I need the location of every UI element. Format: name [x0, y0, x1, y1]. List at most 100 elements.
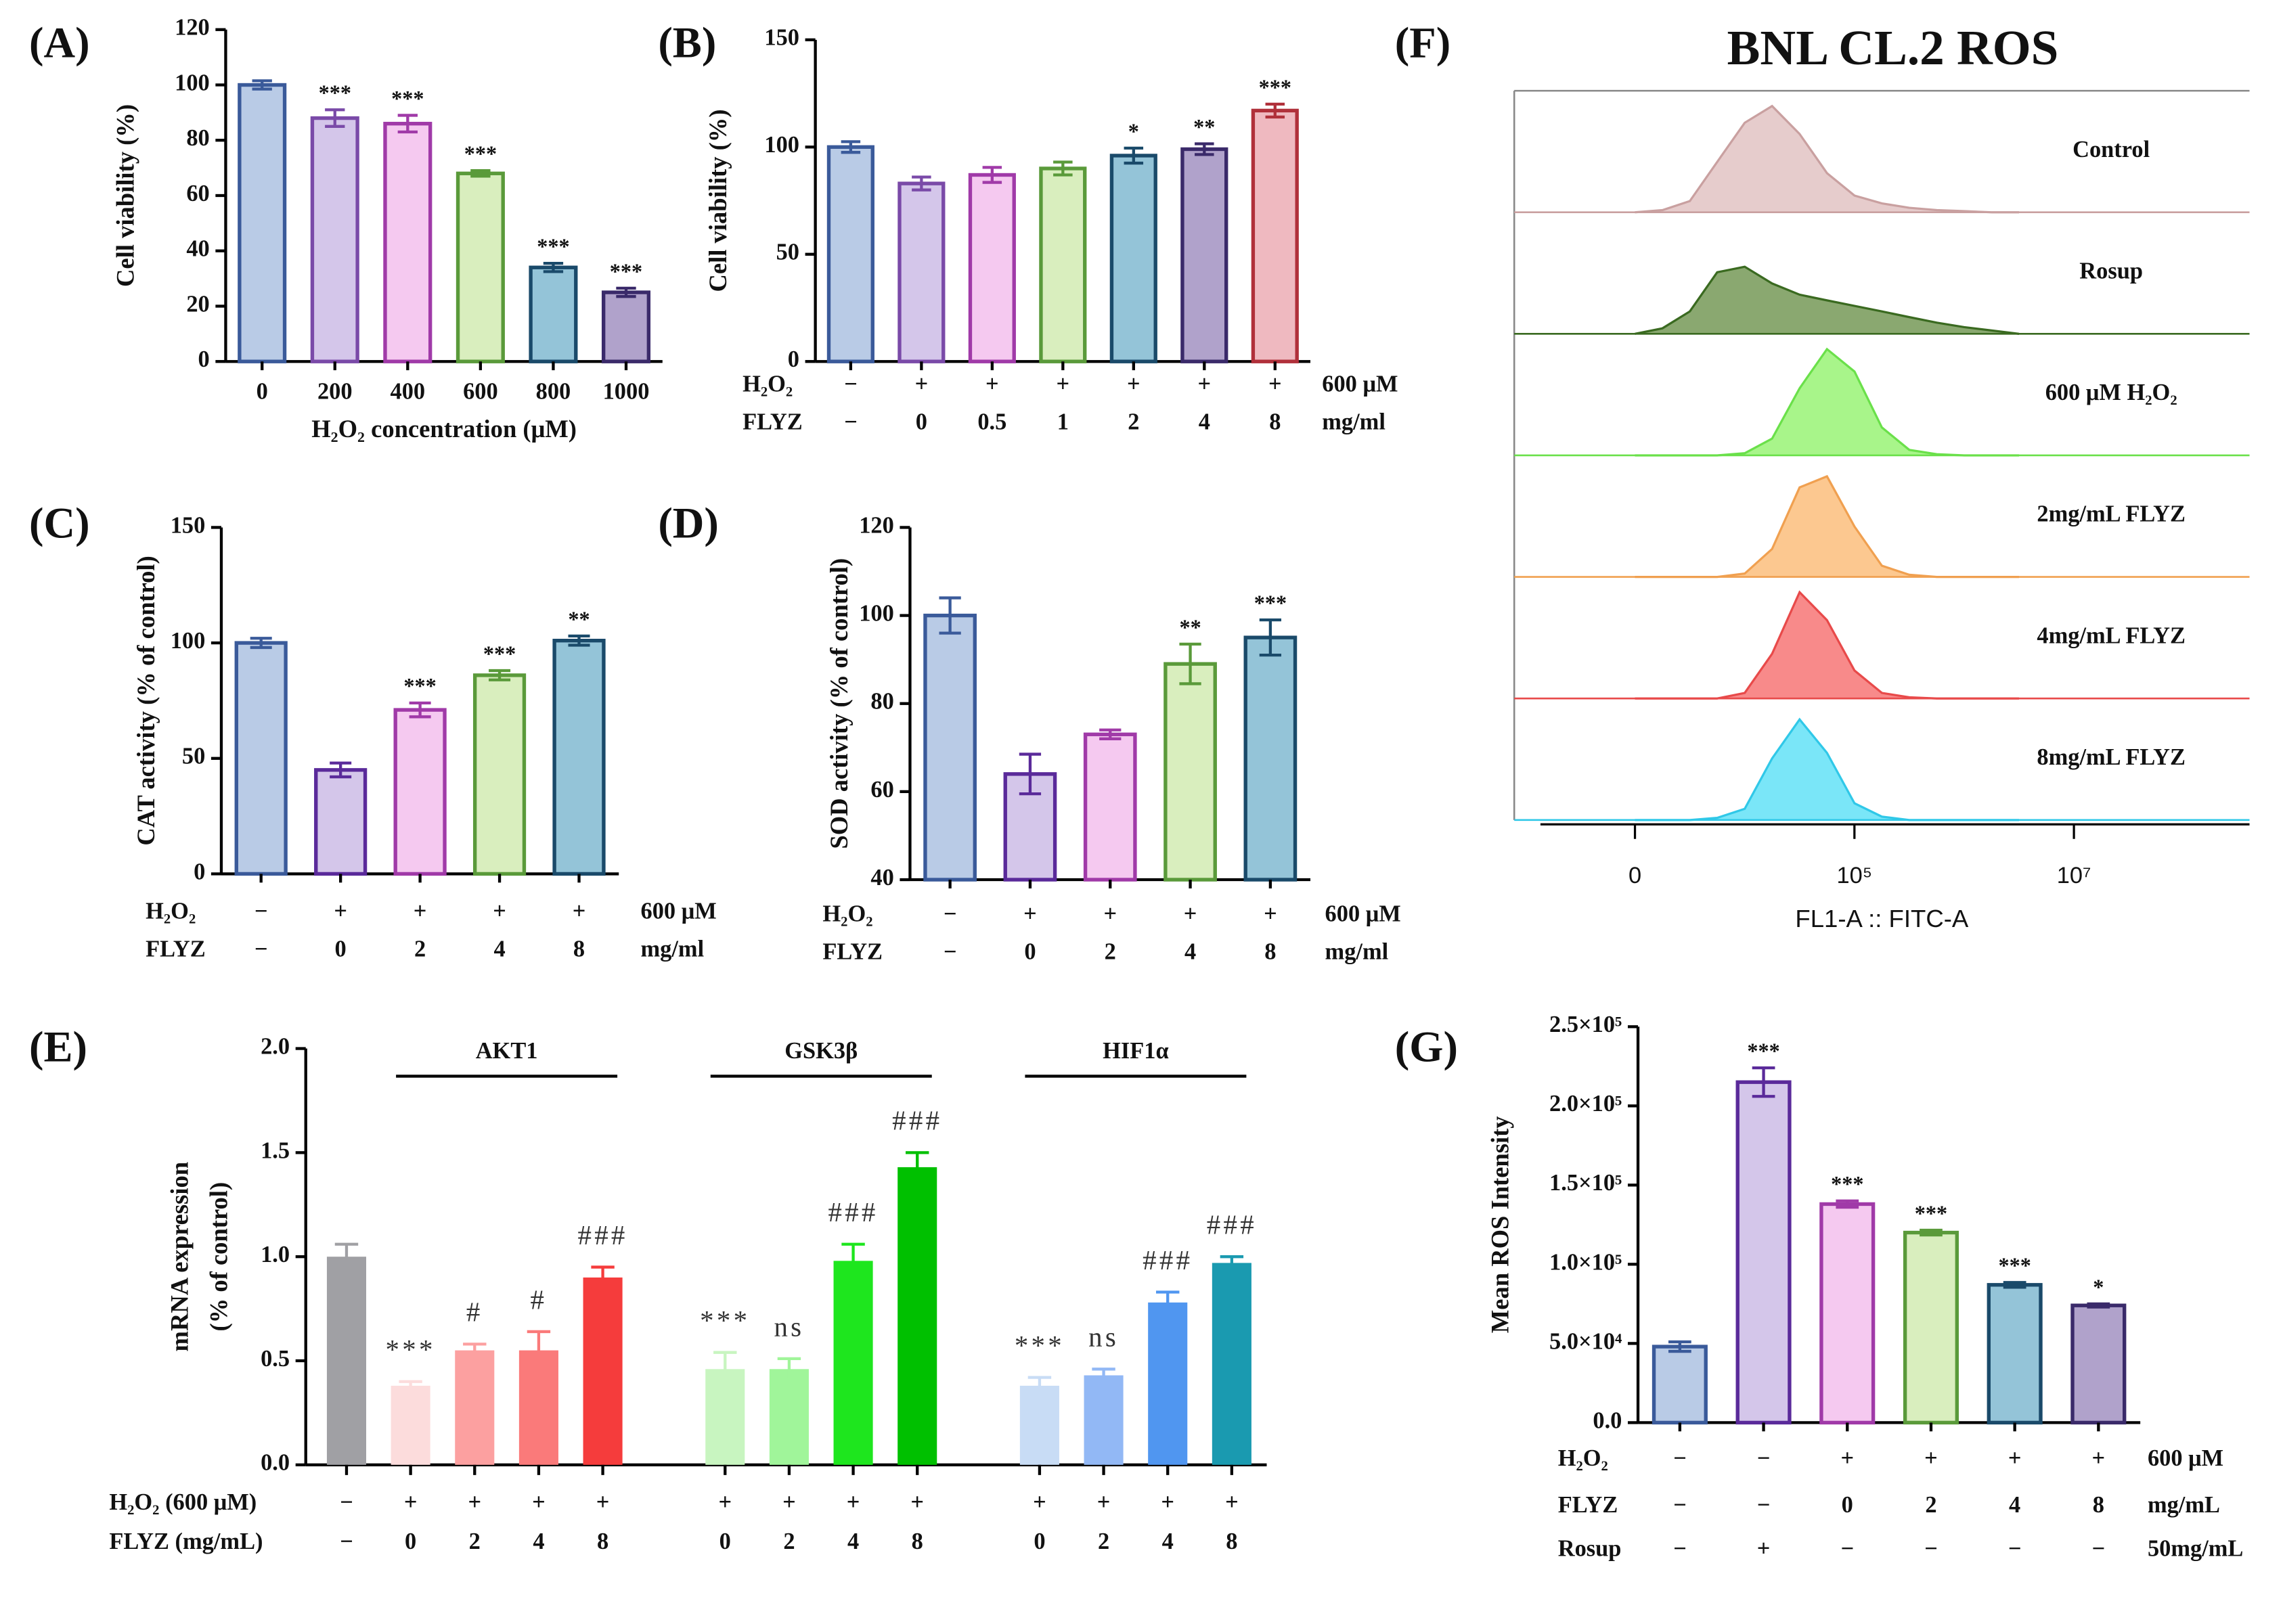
significance-label: *** — [537, 234, 569, 258]
error-bar — [1027, 1376, 1052, 1396]
condition-value: 0.5 — [977, 409, 1006, 435]
bar — [455, 1350, 495, 1465]
condition-value: − — [1757, 1445, 1771, 1471]
y-tick-label: 0 — [198, 346, 210, 372]
y-tick-label: 1.5 — [261, 1137, 290, 1163]
y-tick-label: 120 — [175, 15, 210, 41]
bar — [923, 613, 977, 882]
bar — [552, 639, 606, 876]
significance-label: ns — [774, 1311, 804, 1342]
y-axis-label: SOD activity (% of control) — [825, 558, 853, 849]
bar — [1109, 154, 1157, 363]
condition-unit: mg/ml — [1322, 409, 1386, 435]
bar — [601, 290, 651, 363]
error-bar — [527, 1330, 551, 1371]
condition-unit: mg/mL — [2148, 1492, 2220, 1518]
condition-value: + — [915, 371, 929, 397]
condition-label: FLYZ — [742, 409, 803, 435]
bar — [1212, 1263, 1251, 1465]
condition-value: − — [844, 371, 858, 397]
condition-value: + — [468, 1489, 481, 1515]
condition-unit: 600 μM — [1322, 371, 1398, 397]
ridge-line — [1635, 474, 2019, 579]
y-tick-label: 20 — [186, 291, 209, 317]
bar — [1163, 662, 1217, 882]
condition-value: + — [1264, 901, 1277, 927]
condition-value: − — [254, 898, 268, 924]
significance-label: *** — [1831, 1172, 1863, 1196]
condition-label: Rosup — [1558, 1536, 1622, 1562]
error-bar — [2087, 1302, 2110, 1309]
condition-value: + — [782, 1489, 796, 1515]
ridge-fill — [1635, 592, 2020, 699]
error-bar — [1099, 728, 1122, 740]
condition-value: + — [1198, 371, 1212, 397]
y-tick-label: 80 — [186, 125, 209, 151]
bar — [326, 1257, 367, 1465]
x-tick-label: 10⁷ — [2057, 863, 2091, 888]
error-bar — [1195, 142, 1214, 156]
condition-value: + — [596, 1489, 610, 1515]
condition-value: + — [1268, 371, 1282, 397]
error-bar — [1124, 146, 1144, 165]
condition-value: 8 — [1264, 939, 1276, 965]
bar — [583, 1277, 623, 1465]
condition-value: + — [532, 1489, 546, 1515]
bar — [310, 116, 359, 363]
error-bar — [1053, 160, 1073, 177]
error-bar — [463, 1343, 487, 1358]
error-bar — [1220, 1255, 1244, 1271]
ridge-fill — [1635, 267, 2020, 334]
condition-value: 2 — [1925, 1492, 1936, 1518]
significance-label: *** — [319, 81, 351, 105]
y-tick-label: 100 — [175, 70, 210, 95]
ridge-label: 4mg/mL FLYZ — [2037, 623, 2186, 648]
condition-value: − — [844, 409, 858, 435]
condition-value: + — [1127, 371, 1140, 397]
condition-value: 8 — [912, 1529, 923, 1554]
ridge-line — [1635, 347, 2019, 457]
bar — [234, 641, 288, 876]
error-bar — [1019, 752, 1042, 796]
error-bar — [543, 261, 564, 273]
significance-label: *** — [1998, 1253, 2031, 1278]
error-bar — [841, 140, 861, 154]
significance-label: ### — [577, 1220, 627, 1250]
condition-value: 0 — [405, 1529, 416, 1554]
bar — [1148, 1302, 1188, 1465]
y-tick-label: 50 — [182, 744, 205, 769]
y-tick-label: 1.5×10⁵ — [1549, 1170, 1622, 1196]
error-bar — [1836, 1199, 1859, 1209]
bar — [769, 1369, 809, 1465]
ridge-label: 600 μM H₂O₂ — [2045, 380, 2177, 405]
condition-value: 4 — [493, 936, 505, 962]
significance-label: *** — [483, 641, 516, 666]
bar — [472, 673, 527, 876]
panel-letter: (D) — [658, 498, 719, 547]
significance-label: *** — [391, 86, 424, 110]
condition-value: 4 — [533, 1529, 544, 1554]
y-axis-label: CAT activity (% of control) — [132, 556, 160, 845]
error-bar — [330, 761, 352, 779]
error-bar — [1668, 1340, 1691, 1353]
condition-value: − — [1673, 1536, 1687, 1562]
error-bar — [568, 634, 590, 647]
error-bar — [470, 169, 491, 178]
y-tick-label: 80 — [870, 689, 893, 715]
condition-value: − — [1924, 1536, 1938, 1562]
condition-value: 8 — [1269, 409, 1281, 435]
error-bar — [325, 108, 345, 128]
x-axis-label: FL1-A :: FITC-A — [1795, 905, 1968, 932]
significance-label: *** — [1015, 1330, 1065, 1361]
condition-label: H₂O₂ — [822, 901, 872, 927]
significance-label: *** — [700, 1305, 750, 1336]
y-tick-label: 2.0 — [261, 1033, 290, 1059]
x-tick-label: 0 — [257, 378, 268, 404]
condition-label: H₂O₂ — [742, 371, 793, 397]
condition-value: − — [2008, 1536, 2022, 1562]
bar — [391, 1385, 430, 1465]
ridge-line — [1635, 717, 2019, 821]
x-tick-label: 1000 — [603, 378, 650, 404]
condition-value: 8 — [597, 1529, 608, 1554]
group-label: AKT1 — [476, 1038, 538, 1064]
